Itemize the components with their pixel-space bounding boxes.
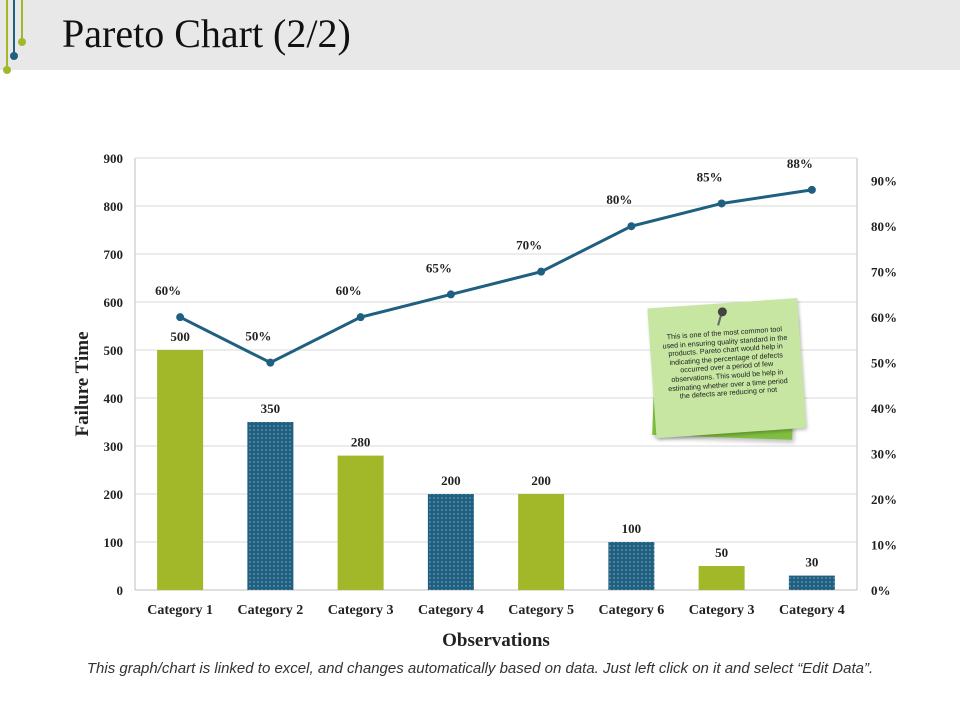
bar: [247, 422, 294, 590]
line-value-label: 88%: [787, 156, 813, 171]
y2-tick-label: 60%: [871, 310, 897, 325]
line-value-label: 60%: [155, 283, 181, 298]
pin-icon: [717, 307, 728, 317]
x-tick-label: Category 6: [599, 603, 665, 618]
bar: [788, 575, 835, 590]
y-tick-label: 200: [104, 487, 124, 502]
line-value-label: 50%: [245, 329, 271, 344]
bar-value-label: 350: [261, 401, 281, 416]
decorative-lines: [3, 0, 26, 74]
line-point: [356, 313, 365, 322]
line-point: [176, 313, 185, 322]
pareto-chart: 0 100 200 300 400 500 600 700 800 900 0% 10% 20% 30% 4…: [72, 151, 897, 651]
bar-value-label: 50: [715, 545, 728, 560]
line-point: [537, 267, 546, 276]
line-value-label: 70%: [516, 238, 542, 253]
y2-tick-label: 90%: [871, 174, 897, 189]
y2-tick-label: 20%: [871, 492, 897, 507]
y-axis-title: Failure Time: [72, 331, 93, 436]
y2-tick-label: 30%: [871, 447, 897, 462]
line-value-label: 85%: [697, 169, 723, 184]
bar-value-label: 100: [622, 521, 642, 536]
x-tick-label: Category 1: [147, 603, 213, 618]
y2-tick-label: 70%: [871, 265, 897, 280]
line-value-label: 60%: [336, 283, 362, 298]
footer-note: This graph/chart is linked to excel, and…: [86, 660, 874, 677]
x-tick-label: Category 4: [779, 603, 845, 618]
sticky-note-text: This is one of the most common tool used…: [662, 324, 789, 401]
line-point: [717, 199, 726, 208]
line-point: [627, 222, 636, 231]
y-tick-label: 700: [104, 247, 124, 262]
x-axis-title: Observations: [442, 630, 550, 651]
y-tick-label: 500: [104, 343, 124, 358]
bar: [427, 494, 474, 590]
bar: [698, 566, 745, 590]
x-tick-label: Category 5: [508, 603, 574, 618]
line-point: [266, 358, 275, 367]
pin-needle: [717, 315, 722, 326]
y-tick-label: 600: [104, 295, 124, 310]
bar: [608, 542, 655, 590]
bar: [337, 455, 384, 590]
bar-value-label: 200: [531, 473, 551, 488]
y2-tick-label: 0%: [871, 583, 891, 598]
y2-tick-label: 10%: [871, 538, 897, 553]
y-tick-label: 800: [104, 199, 124, 214]
bar: [518, 494, 565, 590]
y-tick-label: 100: [104, 535, 124, 550]
page-title: Pareto Chart (2/2): [62, 11, 351, 56]
percentage-line: [179, 188, 813, 365]
line-point: [807, 185, 816, 194]
line-point: [446, 290, 455, 299]
x-tick-label: Category 4: [418, 603, 484, 618]
bar-value-label: 30: [805, 555, 818, 570]
y2-tick-label: 80%: [871, 219, 897, 234]
bar-value-label: 200: [441, 473, 461, 488]
x-tick-label: Category 3: [328, 603, 394, 618]
line-value-label: 80%: [606, 192, 632, 207]
sticky-note: This is one of the most common tool used…: [647, 298, 810, 444]
x-tick-label: Category 2: [238, 603, 304, 618]
title-bar: [0, 0, 960, 70]
y-tick-label: 400: [104, 391, 124, 406]
bar-value-label: 280: [351, 435, 371, 450]
y-tick-label: 0: [117, 583, 124, 598]
bar: [157, 350, 204, 590]
x-tick-label: Category 3: [689, 603, 755, 618]
line-value-label: 65%: [426, 260, 452, 275]
y2-tick-label: 40%: [871, 401, 897, 416]
y2-tick-label: 50%: [871, 356, 897, 371]
y-tick-label: 300: [104, 439, 124, 454]
y-tick-label: 900: [104, 151, 124, 166]
bar-value-label: 500: [170, 329, 190, 344]
